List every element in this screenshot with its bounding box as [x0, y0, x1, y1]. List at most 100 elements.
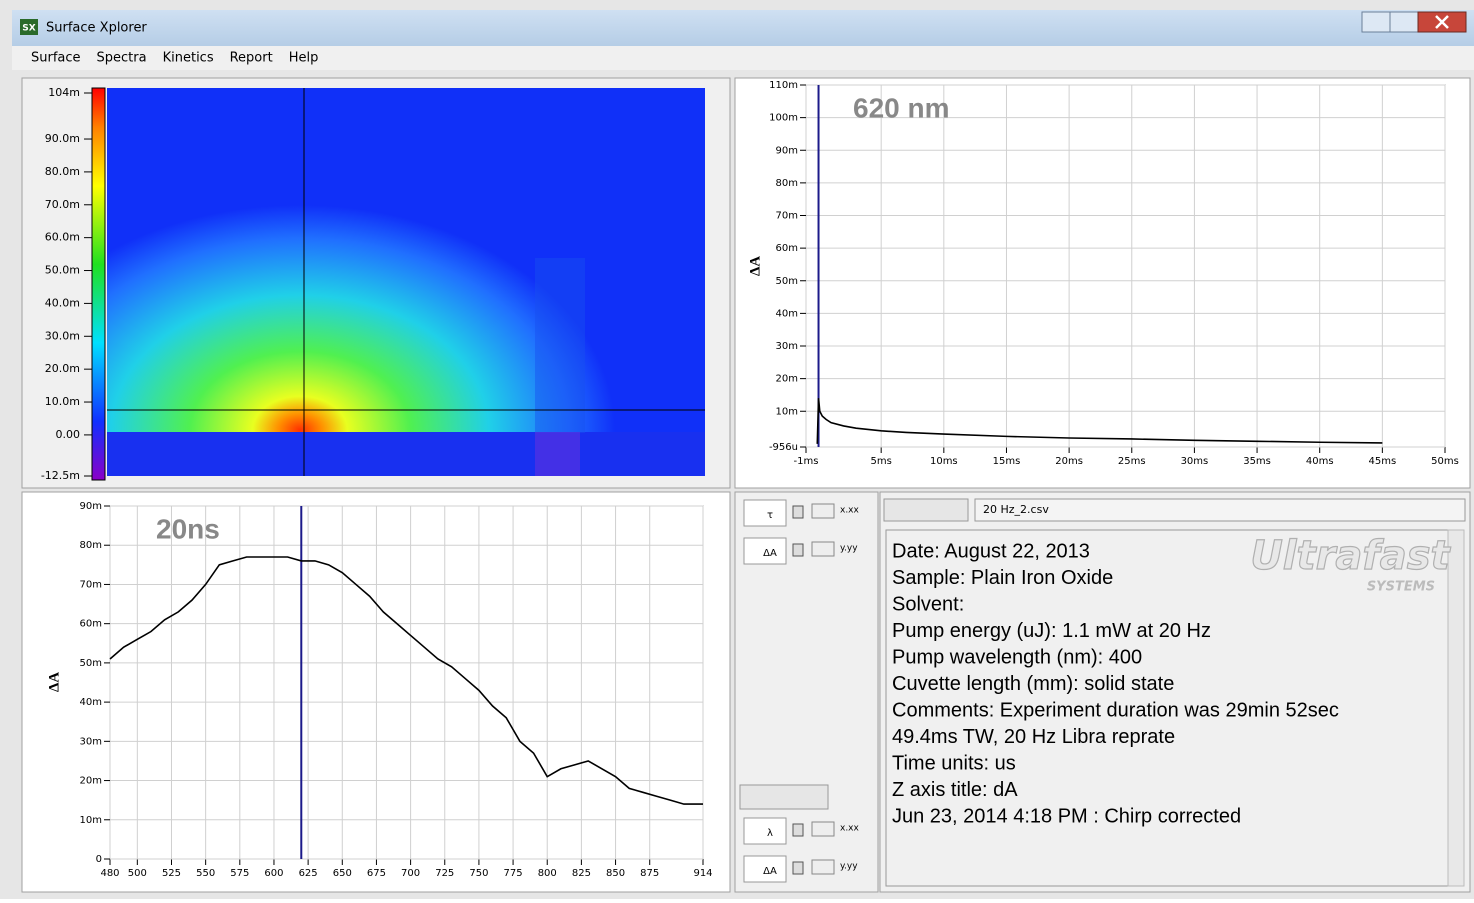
maximize-button[interactable]	[1389, 11, 1419, 33]
y-axis-label: ΔA	[747, 256, 763, 276]
heatmap-pre-zero	[107, 432, 705, 476]
y-tick-label: 80m	[776, 178, 798, 189]
lock-button[interactable]	[792, 543, 804, 557]
x-tick-label: 625	[299, 868, 318, 879]
y-axis-label: ΔA	[46, 672, 62, 692]
menu-item[interactable]: Help	[289, 51, 319, 66]
y-tick-label: -956u	[769, 442, 798, 453]
y-tick-label: 70.0m	[45, 198, 80, 211]
x-tick-label: 480	[100, 868, 119, 879]
info-line: Solvent:	[892, 593, 964, 615]
scale-button[interactable]	[811, 541, 835, 557]
x-tick-label: 914	[693, 868, 712, 879]
y-tick-label: 40.0m	[45, 296, 80, 309]
menu-item[interactable]: Report	[230, 51, 273, 66]
y-tick-label: 20.0m	[45, 362, 80, 375]
info-line: Date: August 22, 2013	[892, 540, 1090, 562]
lock-button[interactable]	[792, 861, 804, 875]
x-tick-label: 700	[401, 868, 420, 879]
x-tick-label: 550	[196, 868, 215, 879]
menu-item[interactable]: Surface	[31, 51, 81, 66]
x-tick-label: 825	[572, 868, 591, 879]
y-tick-label: 100m	[769, 113, 798, 124]
y-tick-label: 90m	[80, 501, 102, 512]
minimize-button[interactable]	[1361, 11, 1391, 33]
x-tick-label: 675	[367, 868, 386, 879]
plot-area	[805, 84, 1446, 448]
heatmap-artifact	[535, 432, 580, 476]
colorbar	[91, 87, 106, 481]
scale-button[interactable]	[811, 859, 835, 875]
title-bar	[12, 10, 1474, 46]
x-tick-label: 750	[469, 868, 488, 879]
format: y.yy	[840, 544, 858, 554]
info-line: Pump energy (uJ): 1.1 mW at 20 Hz	[892, 620, 1211, 642]
info-line: Comments: Experiment duration was 29min …	[892, 699, 1339, 721]
y-tick-label: 40m	[80, 697, 102, 708]
format: y.yy	[840, 862, 858, 872]
menu-bar	[12, 46, 1474, 70]
scrollbar[interactable]	[1447, 529, 1465, 887]
logo-subtitle: SYSTEMS	[1367, 580, 1435, 595]
y-tick-label: 10m	[80, 815, 102, 826]
y-tick-label: 10.0m	[45, 395, 80, 408]
x-tick-label: 850	[606, 868, 625, 879]
y-field[interactable]	[743, 855, 787, 883]
x-tick-label: 800	[538, 868, 557, 879]
lock-button[interactable]	[792, 823, 804, 837]
y-field[interactable]	[743, 537, 787, 565]
window-title: Surface Xplorer	[46, 21, 147, 36]
scale-button[interactable]	[811, 503, 835, 519]
scale-button[interactable]	[811, 821, 835, 837]
y-tick-label: 50m	[80, 658, 102, 669]
info-line: Time units: us	[892, 752, 1016, 774]
x-tick-label: 775	[504, 868, 523, 879]
x-tick-label: 500	[128, 868, 147, 879]
info-line: 49.4ms TW, 20 Hz Libra reprate	[892, 726, 1175, 748]
lock-button[interactable]	[792, 505, 804, 519]
chart-title: 20ns	[156, 513, 220, 544]
y-tick-label: 30.0m	[45, 329, 80, 342]
menu-item[interactable]: Spectra	[97, 51, 147, 66]
y-tick-label: 90m	[776, 145, 798, 156]
heatmap-artifact	[535, 258, 585, 433]
format: x.xx	[840, 824, 860, 834]
info-line: Cuvette length (mm): solid state	[892, 673, 1174, 695]
y-tick-label: 90.0m	[45, 132, 80, 145]
x-tick-label: 35ms	[1243, 456, 1271, 467]
x-tick-label: 45ms	[1369, 456, 1397, 467]
y-tick-label: 20m	[776, 374, 798, 385]
x-tick-label: 10ms	[930, 456, 958, 467]
x-tick-label: 25ms	[1118, 456, 1146, 467]
y-tick-label: 70m	[80, 579, 102, 590]
info-line: Pump wavelength (nm): 400	[892, 646, 1142, 668]
x-tick-label: 725	[435, 868, 454, 879]
data-line	[816, 398, 1383, 444]
x-tick-label: 50ms	[1431, 456, 1459, 467]
x-tick-label: 525	[162, 868, 181, 879]
axis-selector: τ	[767, 510, 773, 521]
y-tick-label: 80.0m	[45, 165, 80, 178]
y-tick-label: 20m	[80, 776, 102, 787]
info-text-box	[885, 529, 1451, 887]
menu-item[interactable]: Kinetics	[163, 51, 214, 66]
info-line: Sample: Plain Iron Oxide	[892, 567, 1113, 589]
y-tick-label: 30m	[80, 736, 102, 747]
tool-buttons[interactable]	[883, 498, 969, 522]
x-tick-label: 15ms	[993, 456, 1021, 467]
info-line: Z axis title: dA	[892, 779, 1018, 801]
info-lines: Date: August 22, 2013 Sample: Plain Iron …	[892, 540, 1339, 827]
y-tick-label: 80m	[80, 540, 102, 551]
x-field[interactable]	[743, 499, 787, 527]
tool-buttons[interactable]	[739, 784, 829, 810]
heatmap-image	[107, 88, 705, 476]
y-tick-label: 70m	[776, 211, 798, 222]
app-icon	[20, 19, 38, 35]
chart-title: 620 nm	[853, 92, 950, 123]
x-field[interactable]	[743, 817, 787, 845]
x-tick-label: 5ms	[871, 456, 892, 467]
file-field	[974, 498, 1466, 522]
y-tick-label: 10m	[776, 406, 798, 417]
file-name: 20 Hz_2.csv	[983, 503, 1049, 516]
y-tick-label: 0.00	[56, 428, 81, 441]
